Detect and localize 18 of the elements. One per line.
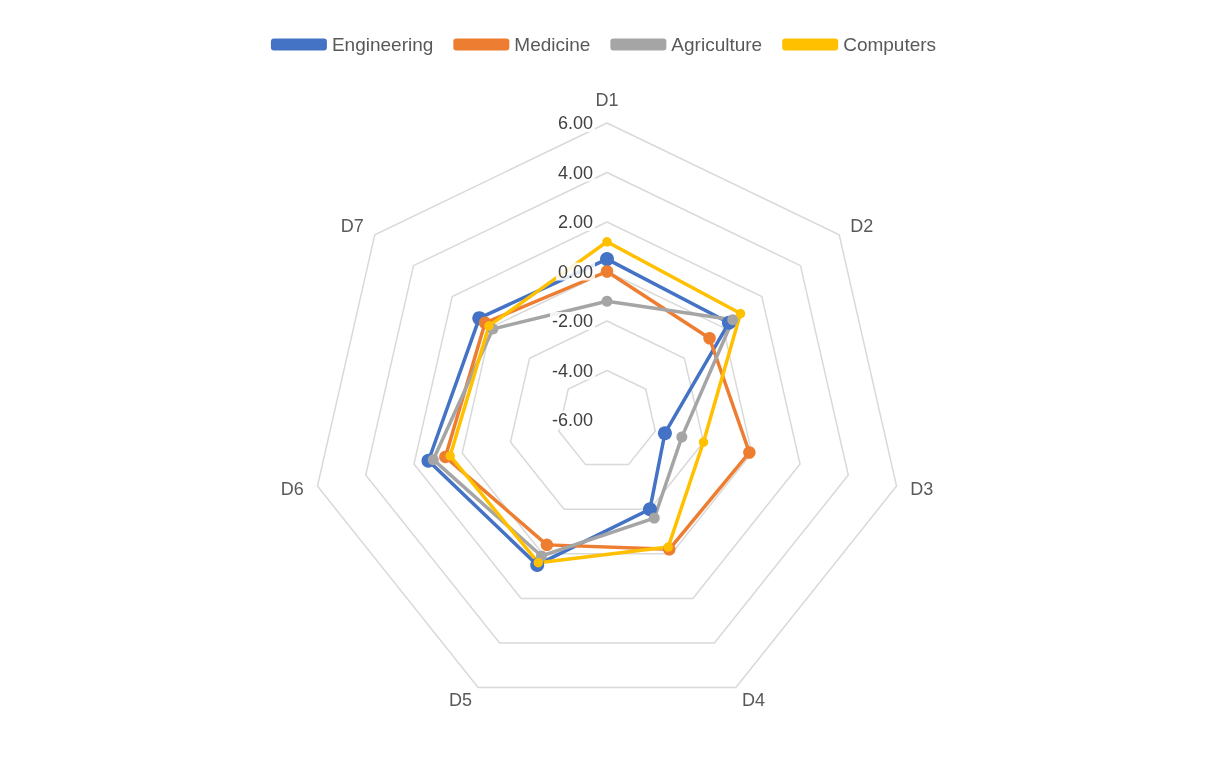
spoke-label: D5 bbox=[449, 690, 473, 711]
y-tick-label: -4.00 bbox=[551, 360, 593, 381]
spoke-label: D2 bbox=[850, 216, 874, 237]
y-tick-label: 2.00 bbox=[557, 212, 593, 232]
spoke-label: D7 bbox=[340, 216, 364, 237]
y-tick-label: 4.00 bbox=[557, 162, 593, 183]
spoke-label: D4 bbox=[741, 690, 765, 711]
spoke-label: D6 bbox=[280, 479, 304, 500]
legend-label: Engineering bbox=[331, 34, 434, 55]
spoke-label: D3 bbox=[910, 479, 934, 500]
spoke-label: D1 bbox=[595, 90, 619, 110]
y-tick-label: -2.00 bbox=[551, 311, 593, 331]
y-tick-label: 6.00 bbox=[557, 113, 593, 133]
y-tick-label: -6.00 bbox=[551, 410, 593, 430]
legend-label: Computers bbox=[843, 34, 937, 55]
legend-label: Agriculture bbox=[671, 34, 763, 55]
y-tick-label: 0.00 bbox=[557, 261, 593, 282]
legend-label: Medicine bbox=[514, 34, 591, 55]
